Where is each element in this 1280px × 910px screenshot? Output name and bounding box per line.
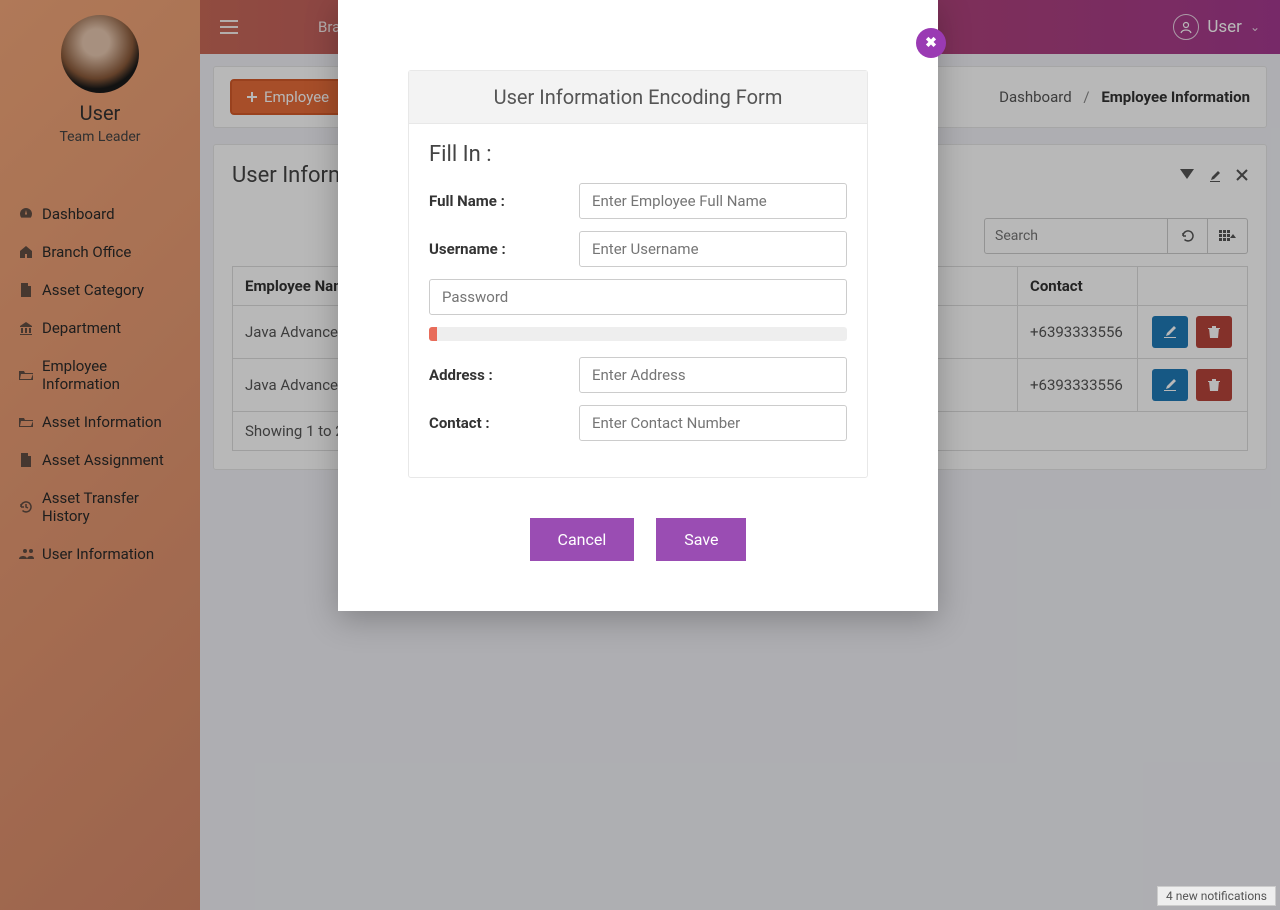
form-fillin-title: Fill In : [429,142,847,167]
password-strength-fill [429,327,437,341]
modal: ✖ User Information Encoding Form Fill In… [338,0,938,611]
label-address: Address : [429,366,579,384]
form-row-username: Username : [429,231,847,267]
input-password[interactable] [429,279,847,315]
save-button[interactable]: Save [656,518,746,561]
form-row-password [429,279,847,315]
form-card-header: User Information Encoding Form [409,71,867,124]
password-strength-bar [429,327,847,341]
form-card: User Information Encoding Form Fill In :… [408,70,868,478]
modal-actions: Cancel Save [408,478,868,561]
label-fullname: Full Name : [429,192,579,210]
close-icon: ✖ [925,35,937,51]
input-address[interactable] [579,357,847,393]
form-row-address: Address : [429,357,847,393]
modal-close-button[interactable]: ✖ [916,28,946,58]
input-fullname[interactable] [579,183,847,219]
form-row-contact: Contact : [429,405,847,441]
cancel-button[interactable]: Cancel [530,518,635,561]
label-contact: Contact : [429,414,579,432]
form-body: Fill In : Full Name : Username : Address [409,124,867,477]
modal-inner: User Information Encoding Form Fill In :… [338,0,938,611]
form-row-fullname: Full Name : [429,183,847,219]
input-contact[interactable] [579,405,847,441]
notifications-badge[interactable]: 4 new notifications [1157,886,1276,906]
input-username[interactable] [579,231,847,267]
label-username: Username : [429,240,579,258]
